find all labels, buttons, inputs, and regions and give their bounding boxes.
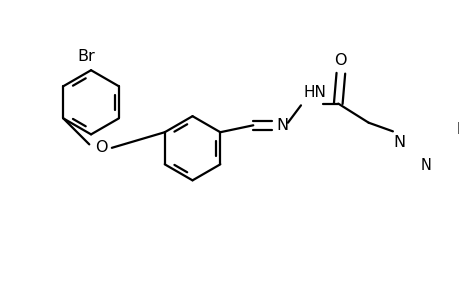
Text: Br: Br (78, 49, 95, 64)
Text: O: O (95, 140, 107, 155)
Text: N: N (276, 118, 288, 133)
Text: N: N (456, 122, 459, 137)
Text: HN: HN (303, 85, 326, 100)
Text: O: O (334, 53, 347, 68)
Text: N: N (393, 135, 405, 150)
Text: N: N (419, 158, 430, 173)
